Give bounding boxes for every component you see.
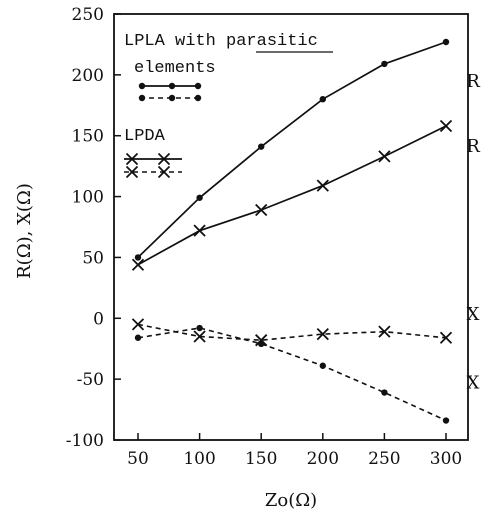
plot-frame bbox=[113, 13, 469, 441]
x-marker bbox=[439, 331, 453, 344]
dot-marker bbox=[134, 334, 142, 341]
x-marker bbox=[193, 224, 206, 237]
dot-marker bbox=[168, 82, 176, 90]
x-marker bbox=[131, 318, 145, 331]
y-tick-label: -100 bbox=[66, 431, 104, 451]
y-tick-label: 150 bbox=[72, 127, 104, 147]
x-axis-label: Zo(Ω) bbox=[265, 490, 317, 511]
legend-label-lpla: LPLA with parasitic bbox=[124, 32, 318, 51]
x-marker-stroke bbox=[378, 325, 391, 338]
curve-label-X: X bbox=[467, 304, 480, 325]
x-marker-stroke bbox=[131, 258, 145, 271]
y-axis-label: R(Ω), X(Ω) bbox=[14, 183, 35, 279]
curve-label-R: R bbox=[466, 71, 480, 92]
dot-marker bbox=[138, 82, 146, 90]
dot-marker bbox=[381, 60, 388, 68]
series-2 bbox=[131, 119, 453, 271]
y-axis-ticks: 250 200 150 100 50 0 -50 -100 bbox=[66, 5, 121, 451]
dot-marker bbox=[196, 194, 203, 201]
x-marker-stroke bbox=[193, 330, 206, 343]
x-tick-label: 200 bbox=[307, 449, 339, 469]
series-layer bbox=[131, 38, 453, 424]
x-tick-label: 150 bbox=[245, 449, 277, 469]
curve-label-R: R bbox=[466, 136, 480, 157]
x-marker bbox=[439, 119, 453, 133]
x-marker-stroke bbox=[157, 165, 171, 179]
x-marker-stroke bbox=[316, 327, 329, 341]
x-marker bbox=[125, 165, 139, 179]
dot-marker bbox=[138, 94, 146, 102]
dot-marker bbox=[168, 94, 176, 102]
dot-marker bbox=[194, 82, 202, 90]
x-marker-stroke bbox=[125, 152, 139, 166]
x-marker-stroke bbox=[255, 203, 268, 217]
dot-marker bbox=[258, 340, 265, 348]
x-marker bbox=[255, 203, 268, 217]
x-marker-stroke bbox=[316, 179, 329, 192]
x-tick-label: 250 bbox=[368, 449, 400, 469]
legend: LPLA with parasitic elements LPDA bbox=[124, 32, 333, 179]
y-tick-label: 100 bbox=[72, 188, 104, 208]
legend-label-lpda: LPDA bbox=[124, 127, 166, 146]
x-tick-label: 50 bbox=[127, 449, 149, 469]
x-marker-stroke bbox=[255, 334, 268, 347]
curve-labels: R R X X bbox=[466, 71, 480, 394]
x-marker bbox=[378, 325, 391, 338]
x-marker bbox=[157, 165, 171, 179]
x-marker bbox=[316, 327, 329, 341]
dot-marker bbox=[442, 417, 450, 424]
dot-marker bbox=[194, 94, 202, 102]
x-marker-stroke bbox=[193, 224, 206, 237]
axes bbox=[113, 13, 469, 441]
y-tick-label: 0 bbox=[93, 309, 104, 329]
x-marker-stroke bbox=[378, 150, 391, 163]
x-marker-stroke bbox=[157, 152, 171, 166]
curve-label-X: X bbox=[467, 373, 480, 394]
legend-label-lpla-cont: elements bbox=[134, 59, 216, 78]
x-marker bbox=[193, 330, 206, 343]
y-tick-label: 50 bbox=[82, 248, 104, 268]
x-marker bbox=[316, 179, 329, 192]
dot-marker bbox=[258, 143, 265, 150]
x-axis-ticks: 50 100 150 200 250 300 bbox=[127, 433, 462, 469]
x-marker bbox=[378, 150, 391, 163]
x-tick-label: 100 bbox=[183, 449, 215, 469]
series-3 bbox=[131, 318, 453, 347]
dot-marker bbox=[319, 362, 326, 369]
y-tick-label: 250 bbox=[72, 5, 104, 25]
series-line bbox=[137, 125, 447, 266]
x-marker bbox=[255, 334, 268, 347]
x-marker bbox=[157, 152, 171, 166]
x-marker bbox=[131, 258, 145, 271]
y-tick-label: -50 bbox=[77, 370, 104, 390]
dot-marker bbox=[319, 96, 326, 103]
dot-marker bbox=[442, 38, 450, 46]
x-marker-stroke bbox=[125, 165, 139, 179]
dot-marker bbox=[134, 254, 142, 261]
x-marker-stroke bbox=[439, 331, 453, 344]
x-marker bbox=[125, 152, 139, 166]
y-tick-label: 200 bbox=[72, 66, 104, 86]
series-line bbox=[137, 41, 447, 259]
x-tick-label: 300 bbox=[430, 449, 462, 469]
series-line bbox=[137, 327, 447, 422]
series-1 bbox=[134, 38, 450, 261]
dot-marker bbox=[381, 389, 388, 396]
series-4 bbox=[134, 324, 450, 424]
series-line bbox=[137, 323, 447, 342]
x-marker-stroke bbox=[439, 119, 453, 133]
dot-marker bbox=[196, 324, 203, 332]
x-marker-stroke bbox=[131, 318, 145, 331]
